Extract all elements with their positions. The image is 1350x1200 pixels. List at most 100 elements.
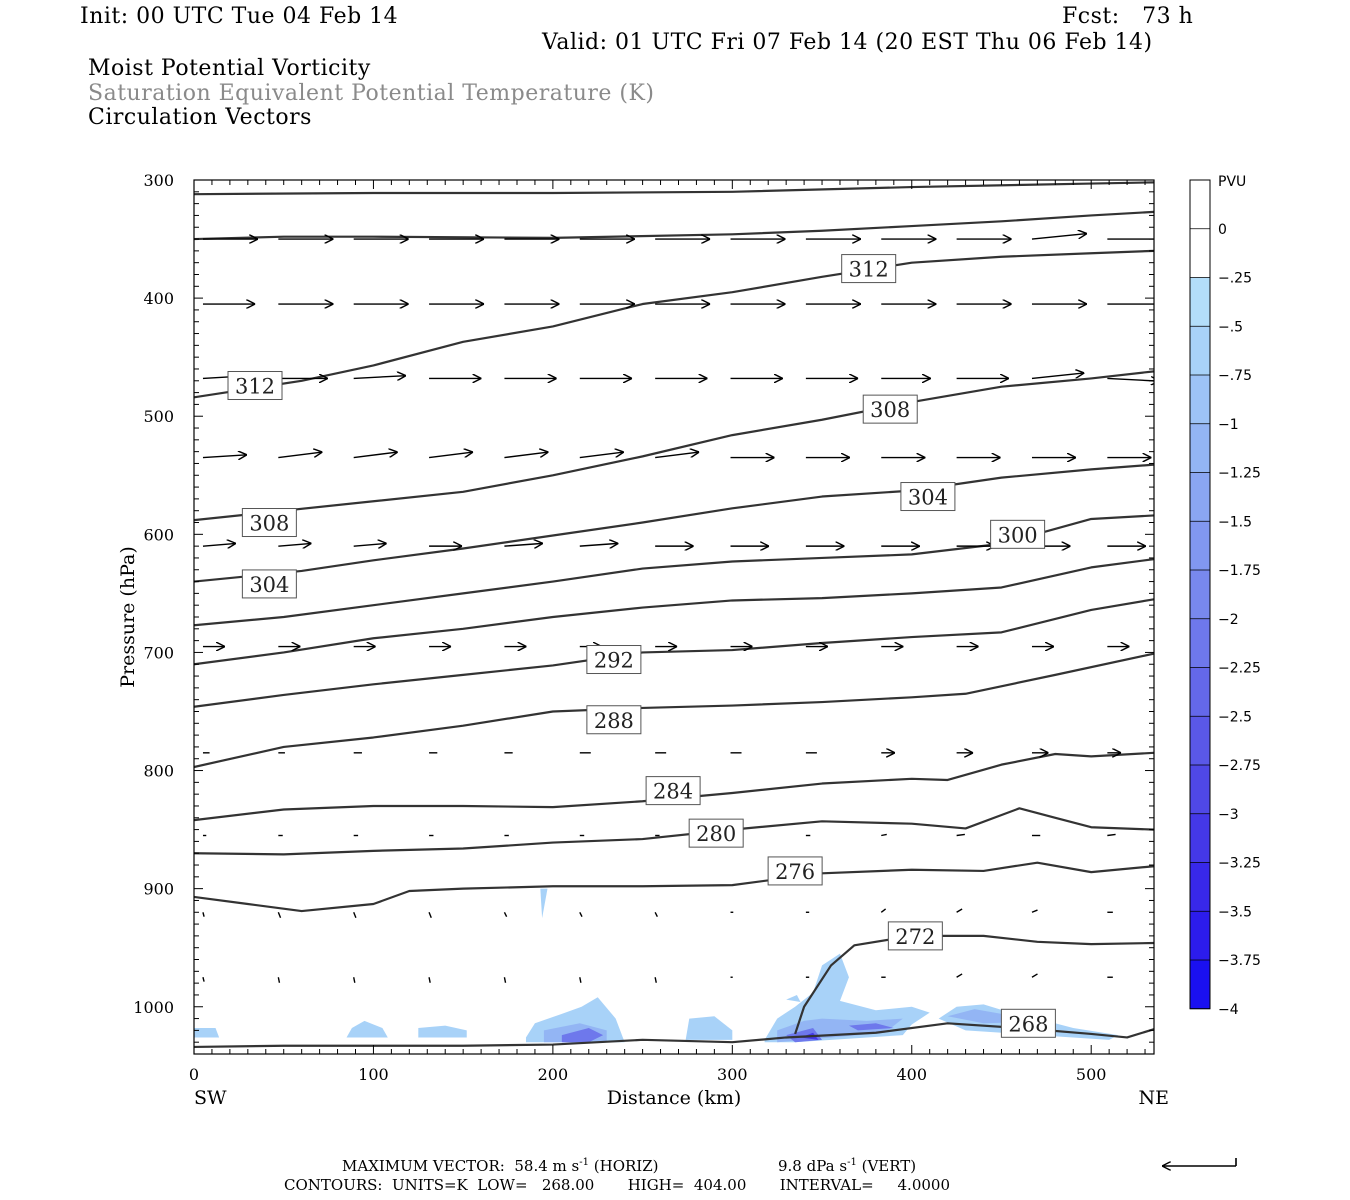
circulation-vector bbox=[353, 376, 406, 379]
y-tick-label: 500 bbox=[143, 407, 174, 426]
contour-label-box bbox=[241, 569, 297, 599]
circulation-vector bbox=[428, 912, 432, 919]
contour-label-box bbox=[1000, 1008, 1056, 1038]
colorbar-swatch bbox=[1190, 375, 1210, 424]
contour-line-288 bbox=[194, 652, 1154, 769]
circulation-vector bbox=[503, 977, 507, 983]
circulation-vector bbox=[956, 908, 963, 913]
contour-label-box bbox=[862, 394, 918, 424]
circulation-vector bbox=[353, 543, 387, 546]
colorbar-swatch bbox=[1190, 277, 1210, 327]
max-vector-horiz: MAXIMUM VECTOR: 58.4 m s bbox=[342, 1157, 580, 1175]
circulation-vector bbox=[278, 452, 322, 459]
circulation-vector bbox=[1031, 373, 1084, 380]
colorbar-label: −2.75 bbox=[1218, 758, 1261, 774]
pv-shading bbox=[194, 888, 1119, 1043]
circulation-vector bbox=[654, 977, 657, 983]
contour-label-box bbox=[990, 519, 1046, 549]
colorbar-swatch bbox=[1190, 716, 1210, 765]
pv-region bbox=[561, 1028, 604, 1043]
contour-label-box bbox=[887, 921, 943, 951]
contour-label-box bbox=[586, 645, 642, 675]
contour-line-292 bbox=[194, 598, 1154, 708]
circulation-vector bbox=[1031, 909, 1038, 913]
colorbar-label: −.75 bbox=[1218, 368, 1252, 384]
circulation-vector bbox=[1031, 973, 1038, 978]
contour-label-box bbox=[241, 508, 297, 538]
colorbar-label: −.5 bbox=[1218, 319, 1243, 335]
contour-label-box bbox=[688, 818, 744, 848]
contour-label: 300 bbox=[998, 523, 1038, 547]
colorbar-swatch bbox=[1190, 765, 1210, 814]
x-axis-title: Distance (km) bbox=[607, 1087, 742, 1109]
colorbar-swatch bbox=[1190, 862, 1210, 912]
colorbar-label: −2 bbox=[1218, 612, 1239, 628]
circulation-vector bbox=[579, 543, 619, 546]
circulation-vector bbox=[579, 977, 582, 983]
y-tick-label: 900 bbox=[143, 880, 174, 899]
contour-label-box bbox=[767, 856, 823, 886]
max-vector-vert: 9.8 dPa s bbox=[778, 1157, 848, 1175]
contour-line-296 bbox=[194, 558, 1154, 666]
colorbar-swatch bbox=[1190, 180, 1210, 229]
circulation-vector bbox=[1031, 234, 1087, 240]
colorbar-swatch bbox=[1190, 423, 1210, 473]
y-tick-label: 300 bbox=[143, 171, 174, 190]
theta-es-contours bbox=[194, 181, 1154, 1049]
colorbar-swatch bbox=[1190, 618, 1210, 668]
max-vector-horiz-exponent: -1 bbox=[579, 1157, 589, 1168]
contour-label: 272 bbox=[895, 925, 935, 949]
pv-region bbox=[786, 994, 801, 1003]
circulation-vector bbox=[956, 833, 965, 837]
pv-region bbox=[540, 888, 548, 919]
colorbar-swatch bbox=[1190, 960, 1210, 1009]
y-tick-label: 400 bbox=[143, 289, 174, 308]
y-tick-label: 600 bbox=[143, 525, 174, 544]
plot-frame bbox=[193, 179, 1155, 1055]
max-vector-horiz-label: (HORIZ) bbox=[593, 1157, 659, 1175]
valid-time: Valid: 01 UTC Fri 07 Feb 14 (20 EST Thu … bbox=[542, 30, 1153, 55]
x-tick-label: 500 bbox=[1076, 1065, 1107, 1084]
circulation-vector bbox=[353, 912, 357, 919]
contour-label-box bbox=[841, 254, 897, 284]
x-end-label-ne: NE bbox=[1139, 1087, 1170, 1109]
colorbar-swatch bbox=[1190, 911, 1210, 960]
field-title-vectors: Circulation Vectors bbox=[88, 105, 312, 130]
contour-line-280 bbox=[194, 807, 1154, 856]
circulation-vector bbox=[277, 912, 282, 919]
colorbar-label: −3.75 bbox=[1218, 953, 1261, 969]
circulation-vector bbox=[880, 908, 887, 913]
pv-region bbox=[685, 1016, 733, 1040]
circulation-vector bbox=[202, 977, 205, 982]
contour-line-304 bbox=[194, 463, 1154, 583]
circulation-vectors bbox=[202, 234, 1154, 983]
contour-label: 304 bbox=[908, 486, 948, 510]
circulation-vector bbox=[655, 452, 699, 459]
circulation-vector bbox=[504, 543, 543, 546]
colorbar-label: −3.25 bbox=[1218, 856, 1261, 872]
contour-line-308 bbox=[194, 370, 1154, 522]
colorbar-label: −.25 bbox=[1218, 271, 1252, 287]
contour-info: CONTOURS: UNITS=K LOW= 268.00 HIGH= 404.… bbox=[284, 1176, 950, 1194]
colorbar-swatch bbox=[1190, 326, 1210, 375]
circulation-vector bbox=[654, 911, 658, 917]
contour-label-box bbox=[645, 776, 701, 806]
y-tick-label: 1000 bbox=[133, 998, 174, 1017]
pv-region bbox=[346, 1020, 388, 1038]
x-tick-label: 0 bbox=[189, 1065, 199, 1084]
colorbar-label: −4 bbox=[1218, 1002, 1239, 1018]
x-tick-label: 200 bbox=[538, 1065, 569, 1084]
circulation-vector bbox=[579, 452, 624, 459]
y-axis-title: Pressure (hPa) bbox=[117, 546, 139, 688]
colorbar-label: −2.25 bbox=[1218, 661, 1261, 677]
x-tick-label: 100 bbox=[358, 1065, 389, 1084]
pv-region bbox=[418, 1025, 467, 1038]
contour-label: 268 bbox=[1008, 1012, 1048, 1036]
x-tick-label: 300 bbox=[717, 1065, 748, 1084]
circulation-vector bbox=[504, 452, 548, 459]
axis-labels: 0 100 200 300 400 500 300 400 500 600 700 800 900 100… bbox=[133, 171, 1106, 1084]
circulation-vector bbox=[428, 977, 431, 983]
field-title-theta-es: Saturation Equivalent Potential Temperat… bbox=[88, 81, 655, 106]
y-tick-label: 800 bbox=[143, 762, 174, 781]
